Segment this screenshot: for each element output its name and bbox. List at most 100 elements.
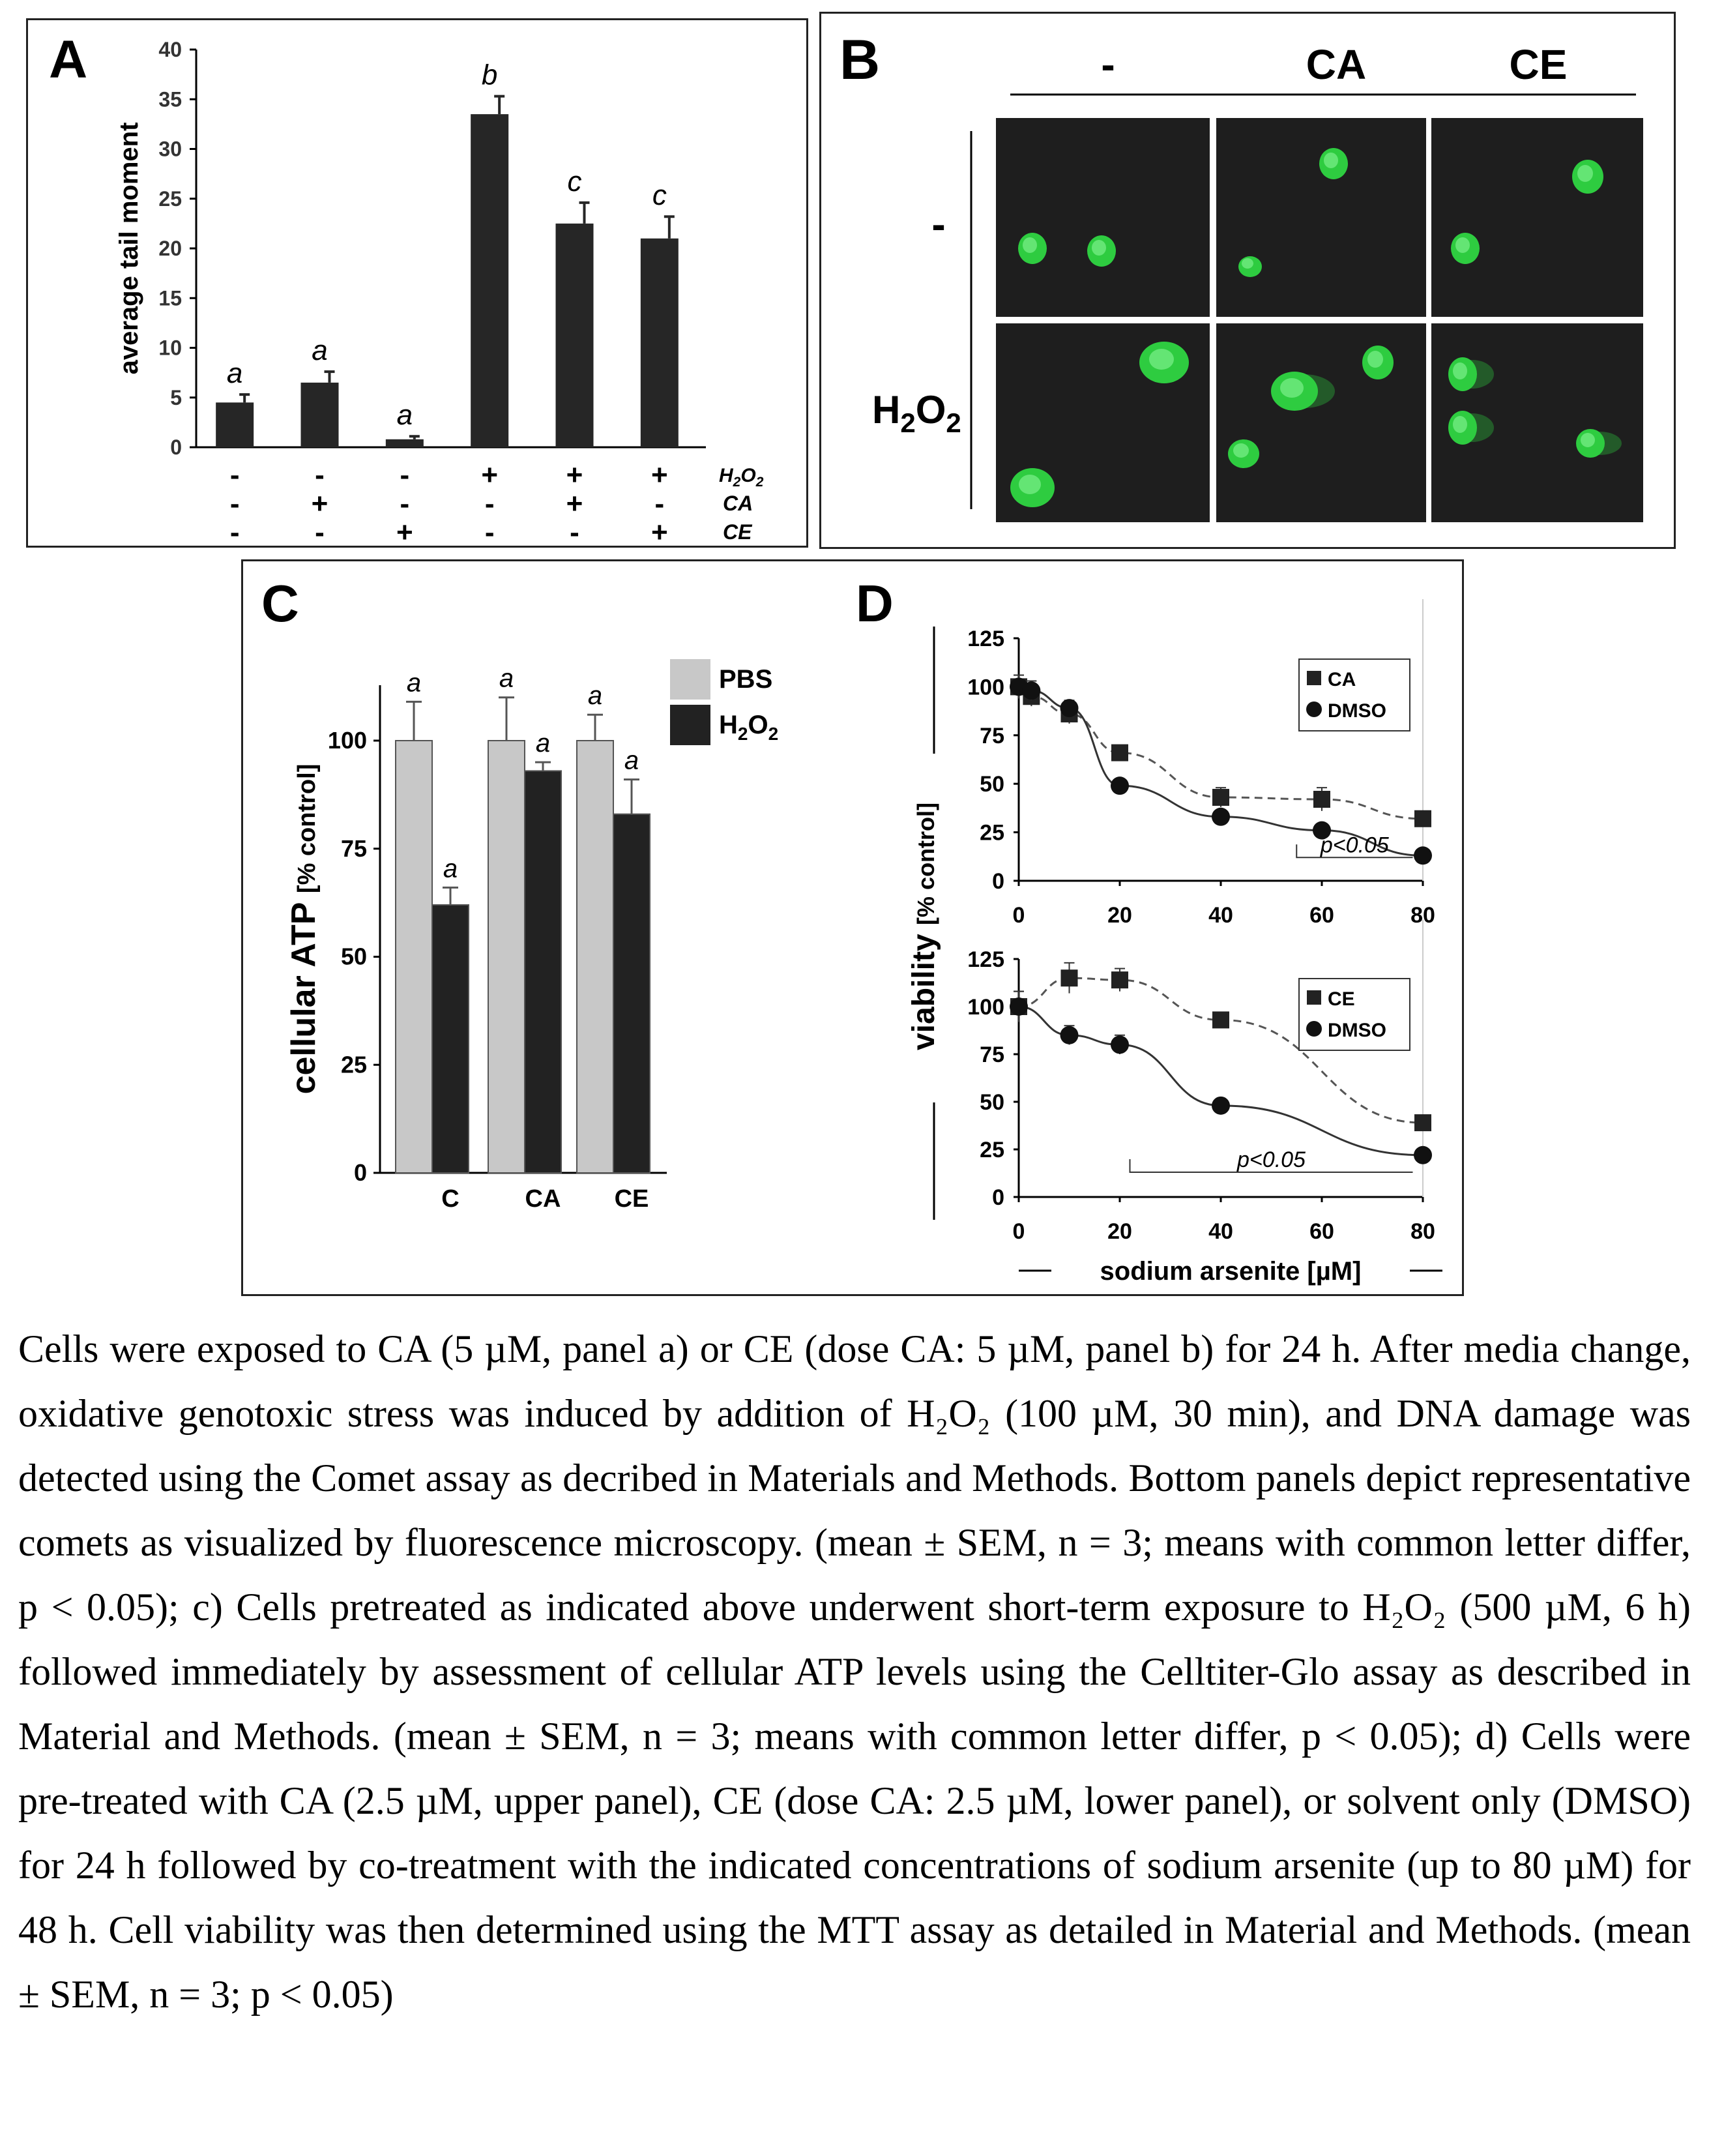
significance-letter-a: a xyxy=(312,334,327,366)
y-tick-label-a: 25 xyxy=(158,187,182,211)
data-point-circle-d xyxy=(1212,807,1230,826)
x-axis-label-d: sodium arsenite [µM] xyxy=(1100,1257,1362,1286)
y-tick-label-d: 125 xyxy=(967,627,1004,651)
data-point-square-d xyxy=(1313,791,1330,808)
bar-a xyxy=(385,439,424,447)
treatment-sign-a: - xyxy=(485,516,495,546)
bar-c xyxy=(395,740,433,1174)
panel-b-micrographs: B - CA CE - H2O2 xyxy=(840,29,1643,522)
treatment-sign-a: - xyxy=(230,459,240,491)
panel-label-a: A xyxy=(49,30,87,89)
legend-marker-d xyxy=(1306,1021,1322,1037)
bar-c xyxy=(524,770,562,1174)
bar-c xyxy=(613,813,650,1174)
significance-bracket-d xyxy=(1296,844,1413,859)
comet-highlight-b xyxy=(1149,349,1174,370)
significance-letter-a: c xyxy=(652,179,667,211)
significance-letter-c: a xyxy=(536,729,550,758)
x-tick-label-d: 60 xyxy=(1309,903,1334,928)
y-tick-label-a: 20 xyxy=(158,237,182,260)
x-tick-label-d: 80 xyxy=(1410,1219,1435,1244)
data-point-square-d xyxy=(1111,971,1128,989)
legend-label-d: DMSO xyxy=(1328,1020,1386,1041)
panel-label-d: D xyxy=(856,574,894,632)
bar-a xyxy=(216,402,254,447)
column-label-b: CE xyxy=(1510,41,1568,88)
micrograph-tile-b xyxy=(1431,118,1643,317)
data-point-circle-d xyxy=(1111,776,1129,795)
comet-highlight-b xyxy=(1092,240,1106,256)
significance-letter-c: a xyxy=(407,668,421,697)
significance-bracket-d xyxy=(1129,1159,1413,1174)
x-tick-label-d: 40 xyxy=(1208,1219,1233,1244)
y-tick-label-c: 100 xyxy=(328,727,367,754)
y-tick-label-c: 25 xyxy=(341,1051,367,1078)
data-point-circle-d xyxy=(1111,1035,1129,1054)
data-point-circle-d xyxy=(1414,846,1432,865)
data-point-square-d xyxy=(1414,1114,1431,1132)
y-tick-label-a: 15 xyxy=(158,286,182,310)
legend-marker-d xyxy=(1307,671,1321,685)
significance-letter-c: a xyxy=(499,664,514,693)
legend-label-d: CE xyxy=(1328,988,1355,1010)
legend-label-c: PBS xyxy=(719,665,772,694)
y-tick-label-a: 10 xyxy=(158,336,182,360)
treatment-sign-a: - xyxy=(570,516,579,546)
comet-highlight-b xyxy=(1367,351,1383,368)
data-point-circle-d xyxy=(1212,1096,1230,1115)
legend-label-d: CA xyxy=(1328,669,1356,690)
y-tick-label-d: 75 xyxy=(980,724,1004,748)
panel-a: A 0 5 10 15 20 25 30 35 40 average tail moment a a a b… xyxy=(26,18,808,548)
row-label-a: CE xyxy=(723,520,753,544)
treatment-sign-a: - xyxy=(230,488,240,520)
treatment-sign-a: - xyxy=(230,516,240,546)
comet-highlight-b xyxy=(1453,362,1467,379)
significance-letter-a: c xyxy=(568,166,582,198)
x-tick-label-d: 20 xyxy=(1107,1219,1132,1244)
y-axis-label-c: cellular ATP [% control] xyxy=(285,764,323,1095)
y-tick-label-d: 75 xyxy=(980,1042,1004,1067)
treatment-sign-a: - xyxy=(400,459,410,491)
treatment-sign-a: + xyxy=(481,459,498,491)
significance-letter-c: a xyxy=(624,746,639,775)
significance-letter-a: a xyxy=(227,357,242,389)
comet-highlight-b xyxy=(1233,443,1249,458)
comet-highlight-b xyxy=(1577,165,1593,182)
legend-swatch-c xyxy=(670,705,710,745)
x-tick-label-d: 0 xyxy=(1013,1219,1025,1244)
micrograph-tile-b xyxy=(996,118,1210,317)
treatment-sign-a: - xyxy=(315,516,325,546)
treatment-sign-a: - xyxy=(315,459,325,491)
data-point-circle-d xyxy=(1060,699,1079,718)
legend-label-c: H2O2 xyxy=(719,711,778,744)
x-tick-label-d: 60 xyxy=(1309,1219,1334,1244)
x-tick-label-d: 0 xyxy=(1013,903,1025,928)
column-label-b: - xyxy=(1101,41,1115,88)
comet-highlight-b xyxy=(1455,237,1470,253)
panel-b: B - CA CE - H2O2 xyxy=(819,12,1676,549)
y-tick-label-d: 50 xyxy=(980,1090,1004,1115)
data-point-circle-d xyxy=(1010,997,1028,1016)
series-line-d xyxy=(1018,685,1424,820)
legend-marker-d xyxy=(1307,990,1321,1005)
y-tick-label-d: 25 xyxy=(980,821,1004,846)
bar-a xyxy=(555,223,594,447)
category-label-c: C xyxy=(441,1185,459,1213)
column-label-b: CA xyxy=(1306,41,1366,88)
y-tick-label-d: 0 xyxy=(992,869,1004,894)
comet-highlight-b xyxy=(1019,475,1041,494)
x-tick-label-d: 20 xyxy=(1107,903,1132,928)
treatment-sign-a: + xyxy=(651,516,668,546)
y-tick-label-a: 5 xyxy=(170,386,182,409)
y-tick-label-d: 100 xyxy=(967,995,1004,1020)
panel-a-chart: A 0 5 10 15 20 25 30 35 40 average tail moment a a a b… xyxy=(49,30,764,548)
y-tick-label-c: 50 xyxy=(341,943,367,970)
data-point-circle-d xyxy=(1414,1145,1432,1164)
significance-letter-a: a xyxy=(397,399,413,431)
y-tick-label-c: 0 xyxy=(354,1159,367,1186)
series-line-d xyxy=(1018,1005,1424,1157)
significance-letter-c: a xyxy=(588,681,602,710)
row-label-a: H2O2 xyxy=(719,465,764,490)
treatment-sign-a: - xyxy=(400,488,410,520)
